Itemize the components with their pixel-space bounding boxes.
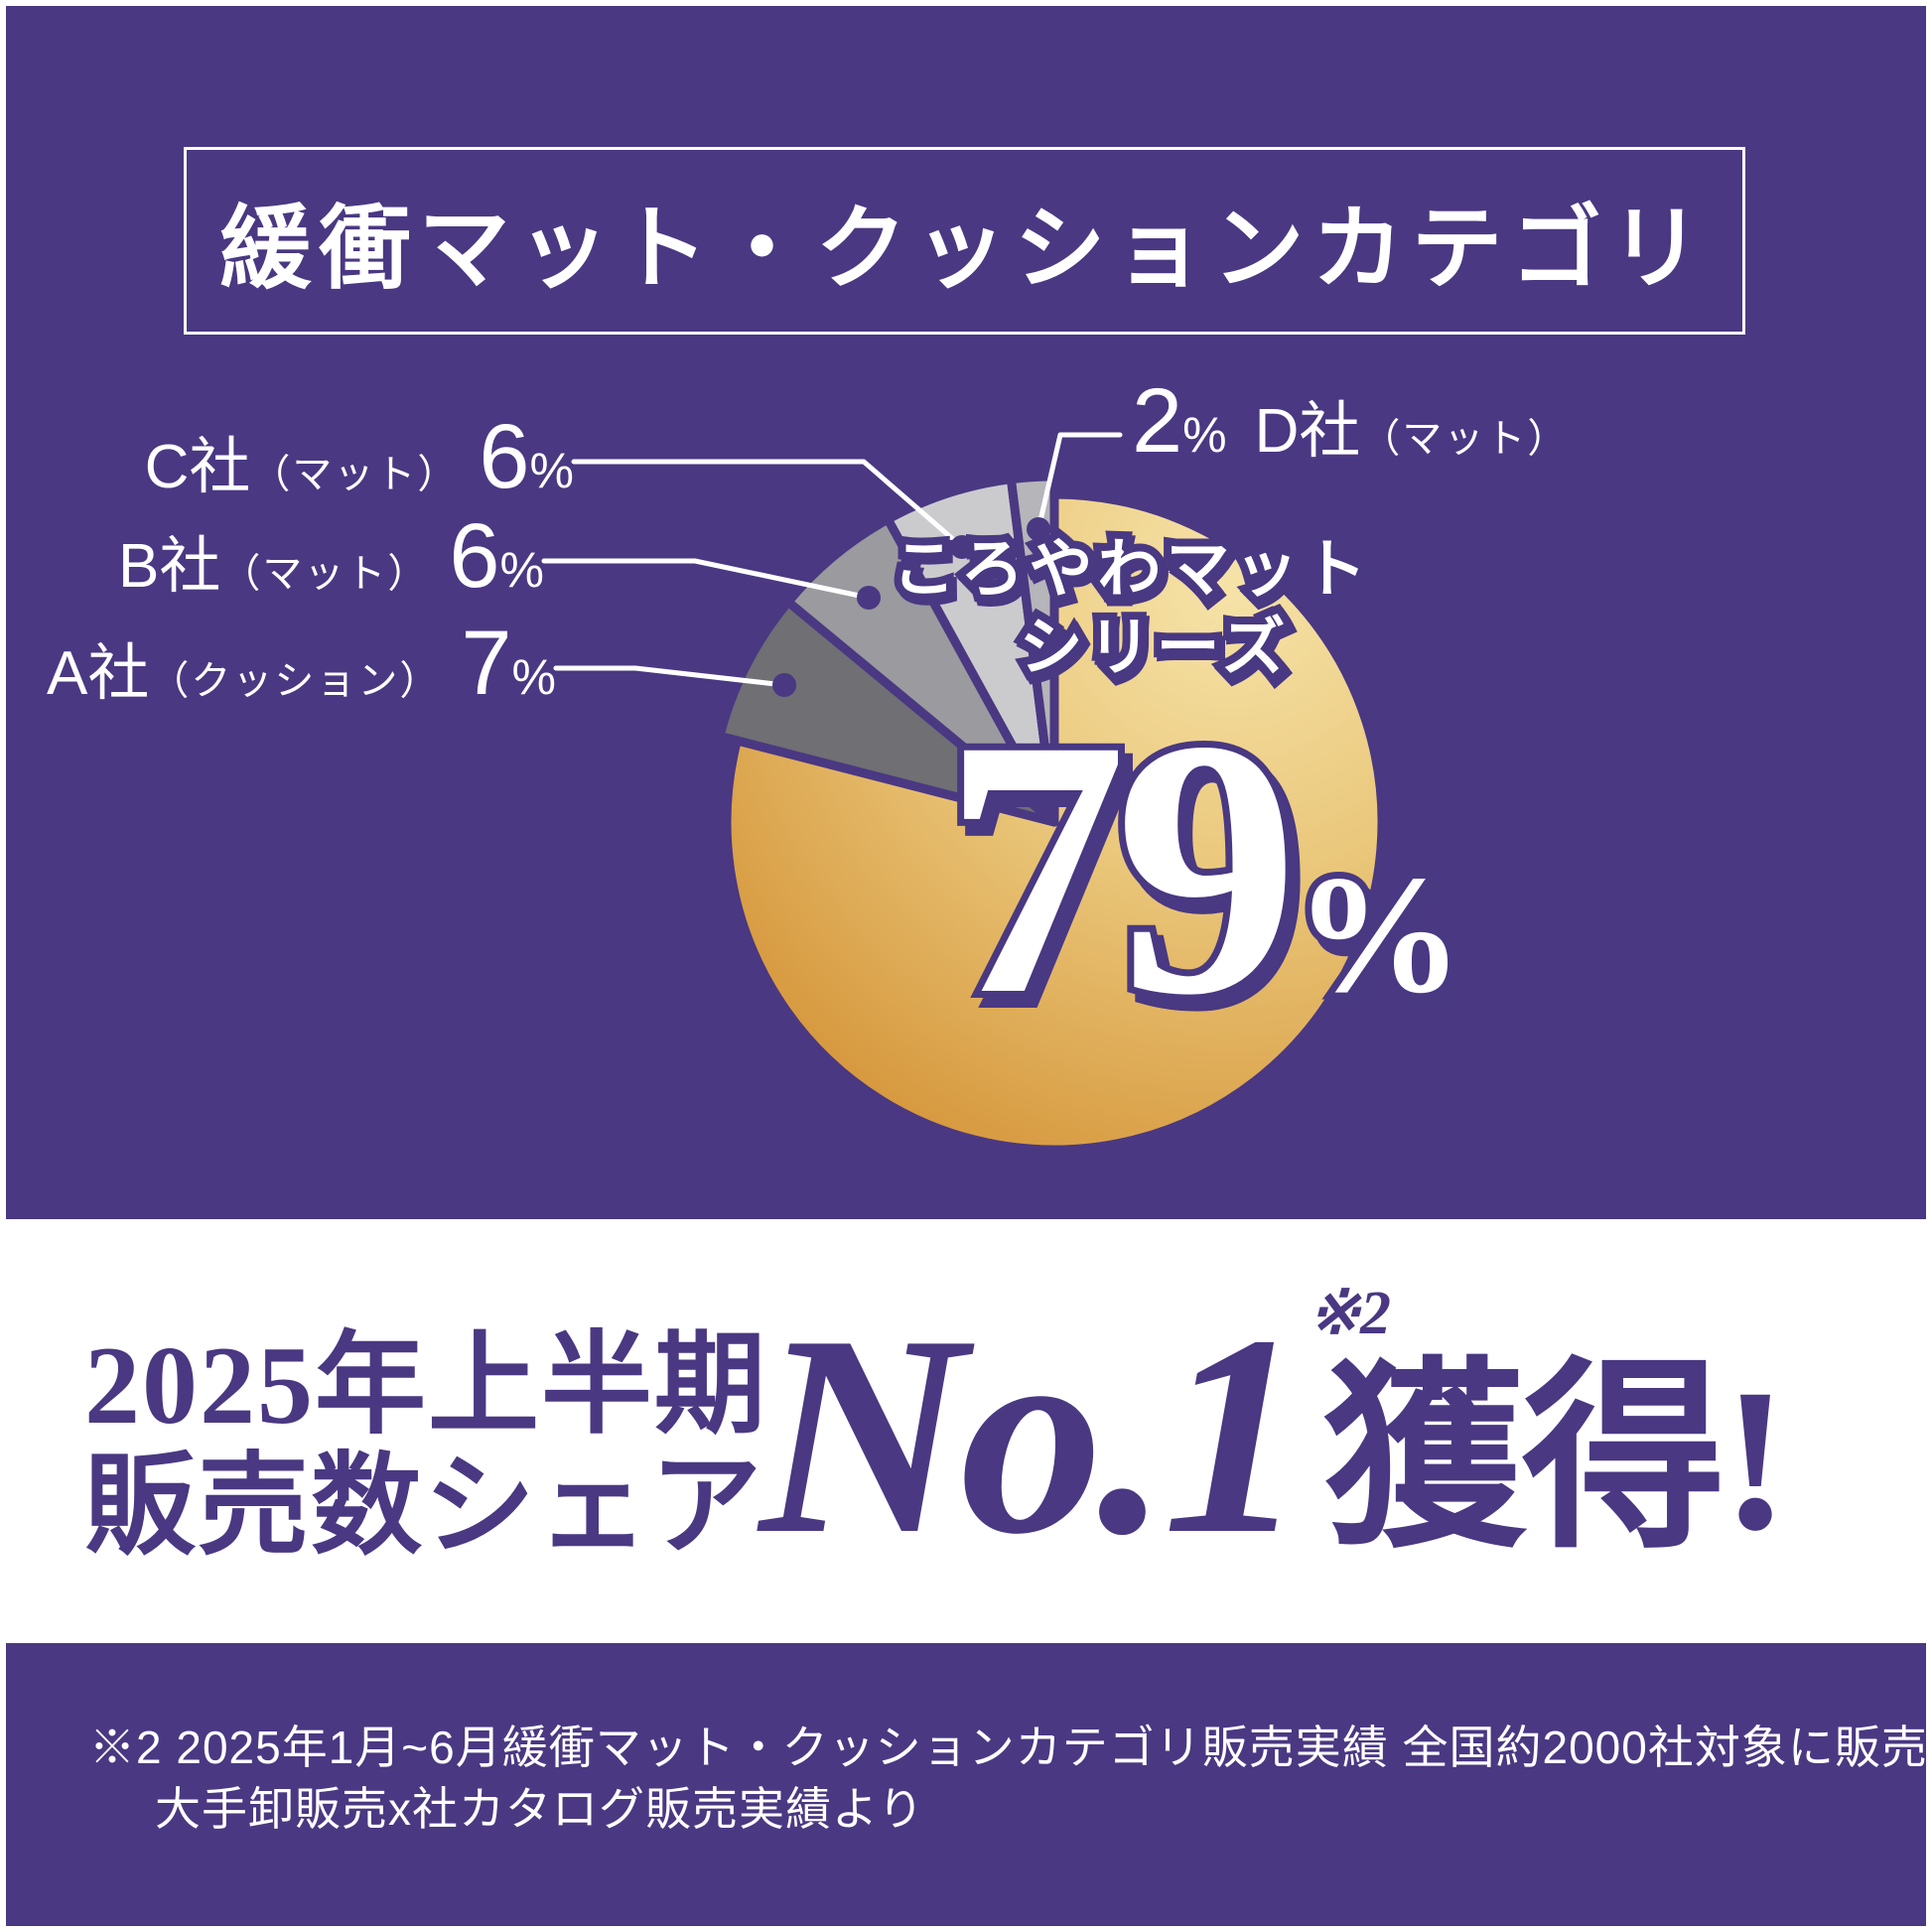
footnote-section-background xyxy=(6,1643,1926,1926)
wedge-company-d-2 xyxy=(1006,472,1059,827)
footnote-line-2: 大手卸販売x社カタログ販売実績より xyxy=(155,1783,925,1835)
label-c-name: C社 xyxy=(144,433,251,501)
leader-line-a xyxy=(553,665,787,688)
claim-period: 2025年上半期 xyxy=(84,1324,767,1448)
series-name-line1: ころやわマット xyxy=(893,533,1372,605)
label-d-paren: （マット） xyxy=(1360,417,1570,461)
series-share-value: 79% xyxy=(943,664,1463,1071)
label-b-value: 6 xyxy=(449,505,500,607)
pie-label-company-b: B社 （マット） 6% xyxy=(118,504,544,609)
series-name-line2: シリーズ xyxy=(1020,612,1291,683)
label-c-paren: （マット） xyxy=(250,453,460,496)
leader-dot-a xyxy=(772,673,796,697)
label-c-percent: % xyxy=(529,443,574,498)
leader-dot-b xyxy=(857,586,881,610)
label-a-paren: （クッション） xyxy=(149,659,442,703)
leader-line-d xyxy=(1035,432,1123,532)
label-d-value: 2 xyxy=(1132,370,1183,472)
leader-lines xyxy=(541,432,1123,688)
label-b-name: B社 xyxy=(118,532,221,601)
claim-footnote-marker: ※2 xyxy=(1309,1280,1391,1347)
pie-wedges xyxy=(715,472,1387,1155)
label-a-percent: % xyxy=(511,649,556,705)
footnote-line-1: ※2 2025年1月~6月緩衝マット・クッションカテゴリ販売実績 全国約2000… xyxy=(89,1722,1932,1773)
category-title-box: 緩衝マット・クッションカテゴリ xyxy=(184,147,1745,335)
claim-share: 販売数シェア xyxy=(84,1446,763,1569)
pie-label-company-d: 2% D社 （マット） xyxy=(1132,369,1569,474)
label-d-percent: % xyxy=(1182,407,1227,463)
label-d-name: D社 xyxy=(1254,397,1361,466)
pie-label-company-c: C社 （マット） 6% xyxy=(145,405,574,509)
claim-achieved: 獲得! xyxy=(1322,1347,1789,1573)
label-c-value: 6 xyxy=(479,406,530,507)
leader-line-c xyxy=(571,459,965,550)
label-b-percent: % xyxy=(499,542,544,598)
category-title: 緩衝マット・クッションカテゴリ xyxy=(219,199,1710,300)
label-a-value: 7 xyxy=(461,613,512,714)
claim-no1: No.1 xyxy=(759,1277,1306,1593)
leader-dots xyxy=(772,517,1050,697)
label-a-name: A社 xyxy=(47,639,150,708)
pie-label-company-a: A社 （クッション） 7% xyxy=(47,612,556,716)
leader-dot-c xyxy=(950,535,974,559)
label-b-paren: （マット） xyxy=(220,552,430,596)
leader-line-b xyxy=(541,558,872,601)
leader-dot-d xyxy=(1027,517,1050,541)
wedge-company-a-7 xyxy=(715,597,1059,827)
